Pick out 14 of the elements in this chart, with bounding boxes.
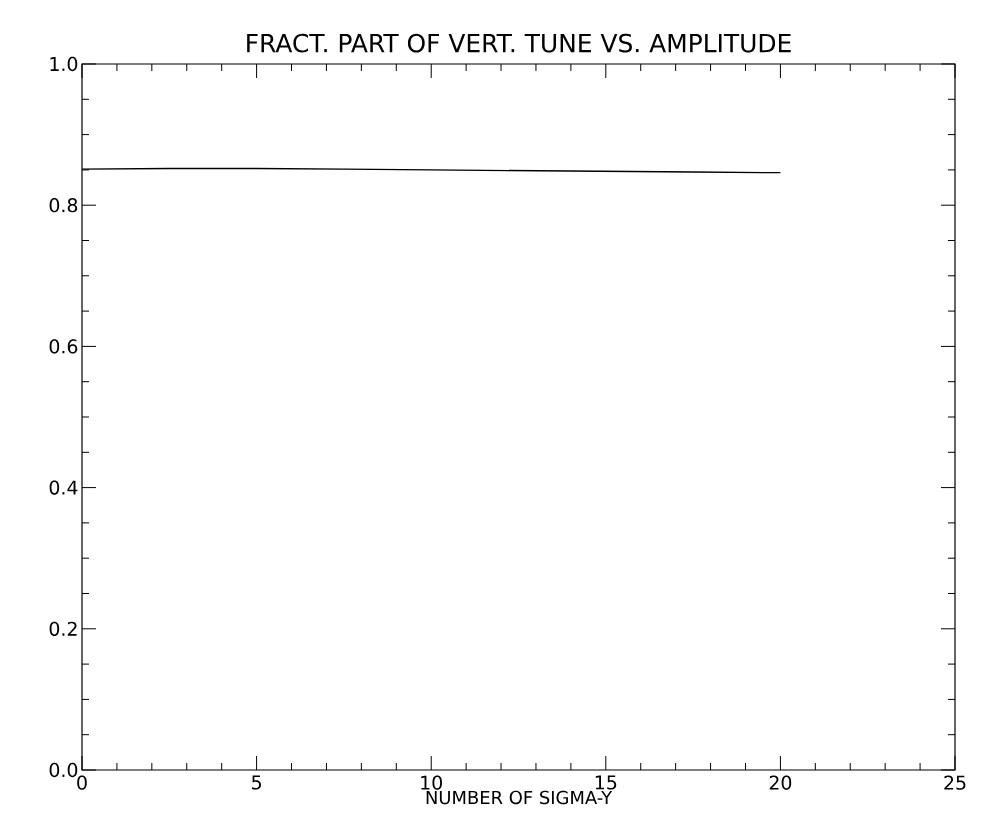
- y-tick-label: 0.4: [49, 480, 78, 495]
- x-tick-label: 10: [421, 775, 442, 790]
- y-tick-label: 0.6: [49, 339, 78, 354]
- y-tick-label: 0.0: [49, 762, 78, 778]
- y-tick-label: 0.8: [49, 198, 78, 213]
- x-tick-label: 20: [769, 775, 792, 790]
- x-tick-label: 25: [944, 775, 966, 790]
- x-tick-label: 15: [595, 775, 617, 790]
- y-tick-label: 0.2: [49, 621, 77, 636]
- x-axis-title: NUMBER OF SIGMA-Y: [426, 790, 613, 805]
- x-tick-label: 0: [77, 775, 87, 790]
- x-tick-label: 5: [252, 775, 261, 790]
- y-tick-label: 1.0: [50, 56, 78, 72]
- chart-title: FRACT. PART OF VERT. TUNE VS. AMPLITUDE: [247, 33, 791, 53]
